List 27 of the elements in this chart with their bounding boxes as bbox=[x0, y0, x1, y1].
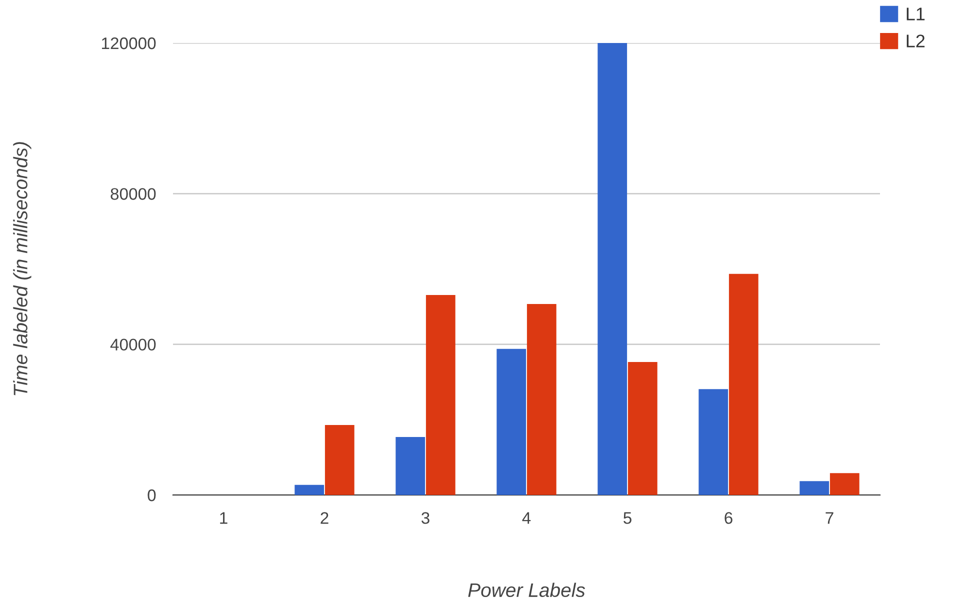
bar bbox=[830, 473, 860, 495]
y-tick-label: 40000 bbox=[110, 338, 156, 351]
legend-label: L2 bbox=[906, 34, 925, 48]
bar bbox=[496, 348, 526, 495]
bar bbox=[324, 424, 354, 495]
x-tick-label: 5 bbox=[624, 512, 632, 524]
x-axis-title: Power Labels bbox=[468, 582, 586, 598]
bar bbox=[598, 43, 628, 495]
x-tick-label: 6 bbox=[724, 512, 732, 524]
y-axis-title: Time labeled (in milliseconds) bbox=[13, 142, 32, 396]
bar bbox=[426, 294, 456, 495]
x-tick-label: 3 bbox=[422, 512, 430, 524]
y-tick-label: 0 bbox=[148, 489, 156, 502]
y-tick-label: 80000 bbox=[110, 188, 156, 200]
y-tick-label: 120000 bbox=[102, 37, 156, 50]
bar bbox=[396, 436, 426, 495]
bar bbox=[728, 274, 758, 495]
bar bbox=[800, 481, 830, 495]
x-tick-label: 1 bbox=[220, 512, 228, 524]
bar bbox=[698, 389, 728, 495]
legend-label: L1 bbox=[906, 8, 925, 20]
bar bbox=[294, 484, 324, 495]
x-tick-label: 4 bbox=[522, 512, 531, 524]
bar bbox=[526, 304, 556, 495]
x-tick-label: 2 bbox=[320, 512, 328, 524]
x-tick-label: 7 bbox=[826, 512, 834, 524]
bar bbox=[628, 362, 658, 495]
